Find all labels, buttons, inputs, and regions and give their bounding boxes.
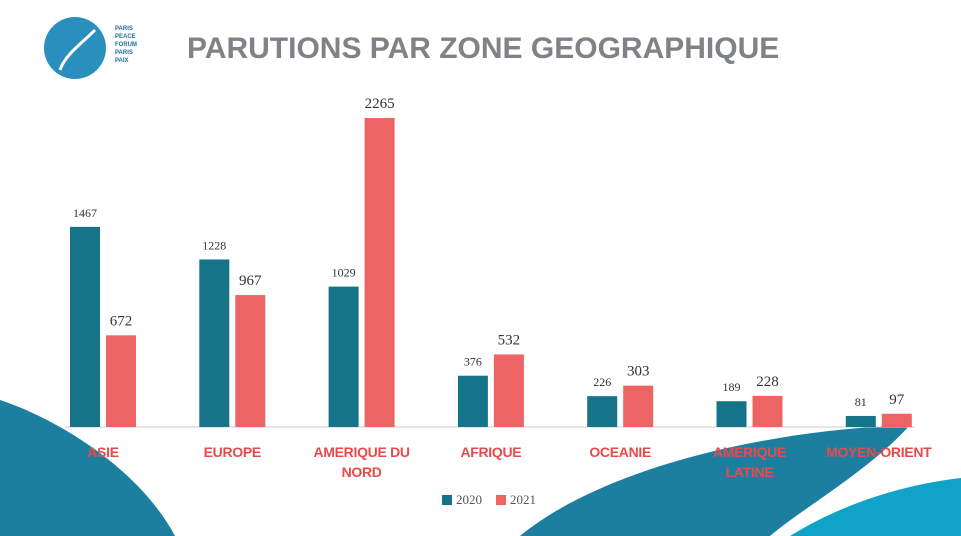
data-label: 672	[110, 313, 133, 329]
decor	[790, 478, 961, 536]
data-label: 967	[239, 273, 262, 289]
decor	[0, 400, 175, 536]
decor	[520, 425, 910, 536]
logo-text: PARIS	[115, 26, 133, 32]
data-label: 1029	[332, 266, 356, 280]
bar	[328, 286, 359, 427]
bar	[881, 413, 912, 427]
bar	[716, 401, 747, 427]
bar	[199, 259, 230, 427]
data-label: 1228	[202, 238, 226, 252]
data-label: 228	[756, 374, 779, 390]
data-label: 303	[627, 364, 650, 380]
legend-label: 2021	[510, 492, 536, 507]
chart-title: PARUTIONS PAR ZONE GEOGRAPHIQUE	[187, 32, 779, 65]
data-label: 189	[723, 380, 741, 394]
bar	[493, 354, 524, 427]
bar	[845, 415, 876, 427]
x-tick-label: AFRIQUE	[460, 444, 522, 460]
legend-swatch	[496, 495, 506, 505]
data-label: 376	[464, 355, 482, 369]
data-label: 97	[889, 392, 905, 408]
logo-text: PEACE	[115, 34, 136, 40]
legend-label: 2020	[456, 492, 482, 507]
data-label: 226	[593, 375, 611, 389]
data-label: 2265	[365, 96, 395, 112]
logo-text: PARIS	[115, 50, 133, 56]
bar	[364, 118, 395, 427]
x-tick-label: AMERIQUE LATINE	[712, 444, 787, 480]
data-label: 81	[855, 395, 867, 409]
data-label: 1467	[73, 206, 97, 220]
logo-branch	[58, 28, 97, 71]
data-label: 532	[498, 332, 521, 348]
logo-text: PAIX	[115, 58, 129, 64]
x-tick-label: ASIE	[87, 444, 119, 460]
bar	[70, 226, 100, 427]
logo-text: FORUM	[115, 42, 137, 48]
bar	[752, 395, 783, 427]
x-tick-label: MOYEN-ORIENT	[826, 444, 932, 460]
bar	[235, 295, 266, 427]
bar	[106, 335, 136, 427]
x-tick-label: OCEANIE	[589, 444, 652, 460]
bar	[587, 396, 618, 427]
bar	[457, 375, 488, 427]
legend-swatch	[442, 495, 452, 505]
bar	[623, 385, 654, 427]
x-tick-label: EUROPE	[203, 444, 262, 460]
x-tick-label: AMERIQUE DU NORD	[313, 444, 410, 480]
